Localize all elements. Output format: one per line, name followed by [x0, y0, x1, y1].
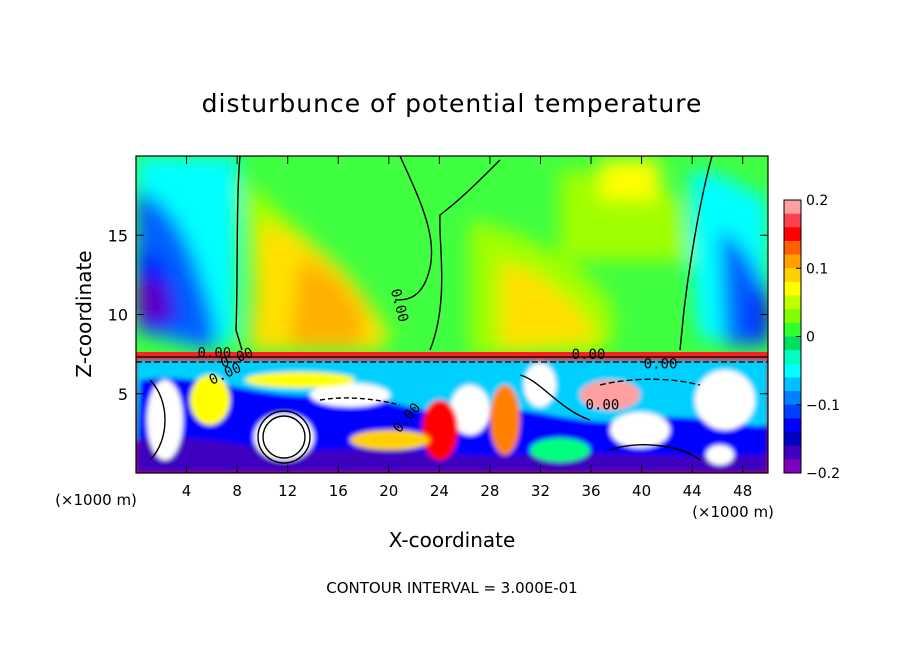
x-unit-label: (×1000 m): [55, 491, 137, 509]
colorbar-tick-label: −0.2: [806, 466, 840, 482]
colorbar-swatch: [784, 322, 801, 337]
x-tick-label: 40: [632, 482, 651, 500]
colorbar-swatch: [784, 281, 801, 297]
x-axis-title: X-coordinate: [389, 528, 516, 552]
colorbar-swatch: [784, 268, 801, 283]
colorbar-swatch: [784, 432, 801, 447]
colorbar-swatch: [784, 295, 801, 310]
contour-label: 0.00: [198, 345, 232, 361]
colorbar-swatch: [784, 350, 801, 365]
colorbar-swatch: [784, 391, 801, 406]
x-tick-label: 32: [531, 482, 550, 500]
x-tick-label: 24: [430, 482, 449, 500]
colorbar-swatch: [784, 240, 801, 256]
colorbar-tick-label: 0: [806, 330, 815, 346]
x-tick-label: 20: [379, 482, 398, 500]
colorbar-swatch: [784, 377, 801, 392]
colorbar-swatch: [784, 363, 801, 378]
colorbar-tick-label: 0.1: [806, 261, 828, 277]
heatmap-field: [136, 156, 768, 473]
colorbar-swatch: [784, 418, 801, 433]
contour-interval-note: CONTOUR INTERVAL = 3.000E-01: [326, 579, 577, 597]
chart-title: disturbunce of potential temperature: [202, 89, 703, 118]
contour-label: 0.00: [586, 398, 620, 414]
contour-label: 0.00: [572, 347, 606, 363]
colorbar-swatch: [784, 445, 801, 460]
x-tick-label: 44: [683, 482, 702, 500]
y-axis-title: Z-coordinate: [72, 250, 96, 377]
colorbar-tick-label: −0.1: [806, 398, 840, 414]
y-axis: 5 10 15: [108, 226, 768, 404]
x-tick-label: 8: [232, 482, 242, 500]
x-tick-label: 36: [581, 482, 600, 500]
colorbar-swatch: [784, 459, 801, 474]
colorbar: [784, 200, 801, 474]
colorbar-swatch: [784, 200, 801, 215]
x-tick-label: 48: [733, 482, 752, 500]
x-axis: 4 8 12 16 20 24 28 32 36 40 44 48: [182, 156, 752, 500]
y-tick-label: 5: [118, 385, 128, 404]
y-tick-label: 10: [108, 306, 128, 325]
colorbar-swatch: [784, 254, 801, 269]
y-tick-label: 15: [108, 226, 128, 245]
colorbar-swatch: [784, 213, 801, 228]
colorbar-ticks: 0.2 0.1 0 −0.1 −0.2: [796, 193, 840, 482]
colorbar-tick-label: 0.2: [806, 193, 828, 209]
colorbar-swatch: [784, 309, 801, 324]
x-tick-label: 28: [480, 482, 499, 500]
colorbar-swatch: [784, 336, 801, 351]
x-unit-label-right: (×1000 m): [692, 503, 774, 521]
colorbar-swatch: [784, 227, 801, 242]
x-tick-label: 16: [329, 482, 348, 500]
contour-labels: 0.000.000.000.000.000.000.000.00: [198, 287, 678, 436]
x-tick-label: 4: [182, 482, 192, 500]
colorbar-swatch: [784, 404, 801, 419]
contour-label: 0.00: [644, 356, 678, 372]
x-tick-label: 12: [278, 482, 297, 500]
